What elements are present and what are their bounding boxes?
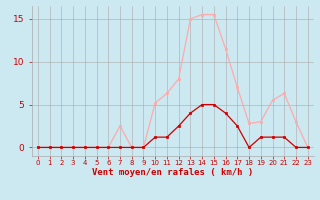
X-axis label: Vent moyen/en rafales ( km/h ): Vent moyen/en rafales ( km/h ) (92, 168, 253, 177)
